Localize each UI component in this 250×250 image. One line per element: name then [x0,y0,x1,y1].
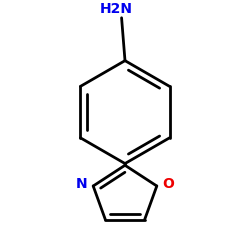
Text: H2N: H2N [100,2,133,16]
Text: N: N [76,177,87,191]
Text: O: O [162,177,174,191]
